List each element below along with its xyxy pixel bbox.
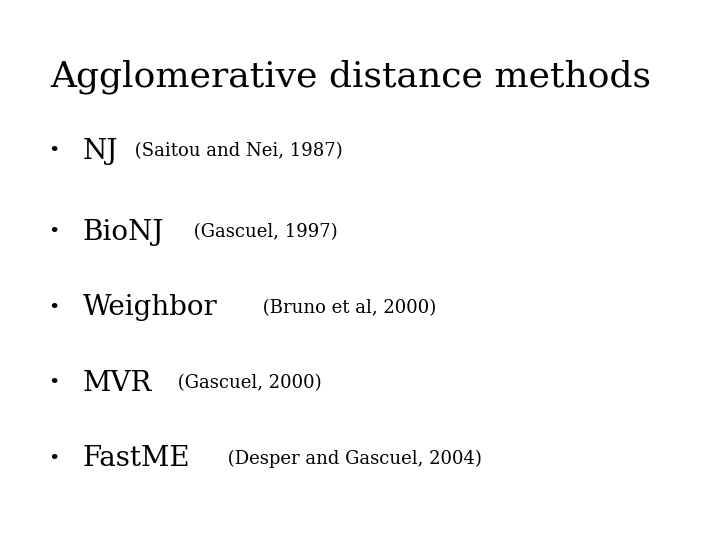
Text: (Saitou and Nei, 1987): (Saitou and Nei, 1987) — [129, 142, 342, 160]
Text: (Gascuel, 2000): (Gascuel, 2000) — [172, 374, 322, 393]
Text: Agglomerative distance methods: Agglomerative distance methods — [50, 59, 652, 94]
Text: NJ: NJ — [83, 138, 118, 165]
Text: MVR: MVR — [83, 370, 152, 397]
Text: •: • — [48, 450, 60, 468]
Text: (Desper and Gascuel, 2004): (Desper and Gascuel, 2004) — [222, 450, 482, 468]
Text: •: • — [48, 299, 60, 317]
Text: •: • — [48, 374, 60, 393]
Text: (Bruno et al, 2000): (Bruno et al, 2000) — [256, 299, 436, 317]
Text: (Gascuel, 1997): (Gascuel, 1997) — [188, 223, 338, 241]
Text: FastME: FastME — [83, 446, 190, 472]
Text: Weighbor: Weighbor — [83, 294, 217, 321]
Text: •: • — [48, 223, 60, 241]
Text: •: • — [48, 142, 60, 160]
Text: BioNJ: BioNJ — [83, 219, 164, 246]
